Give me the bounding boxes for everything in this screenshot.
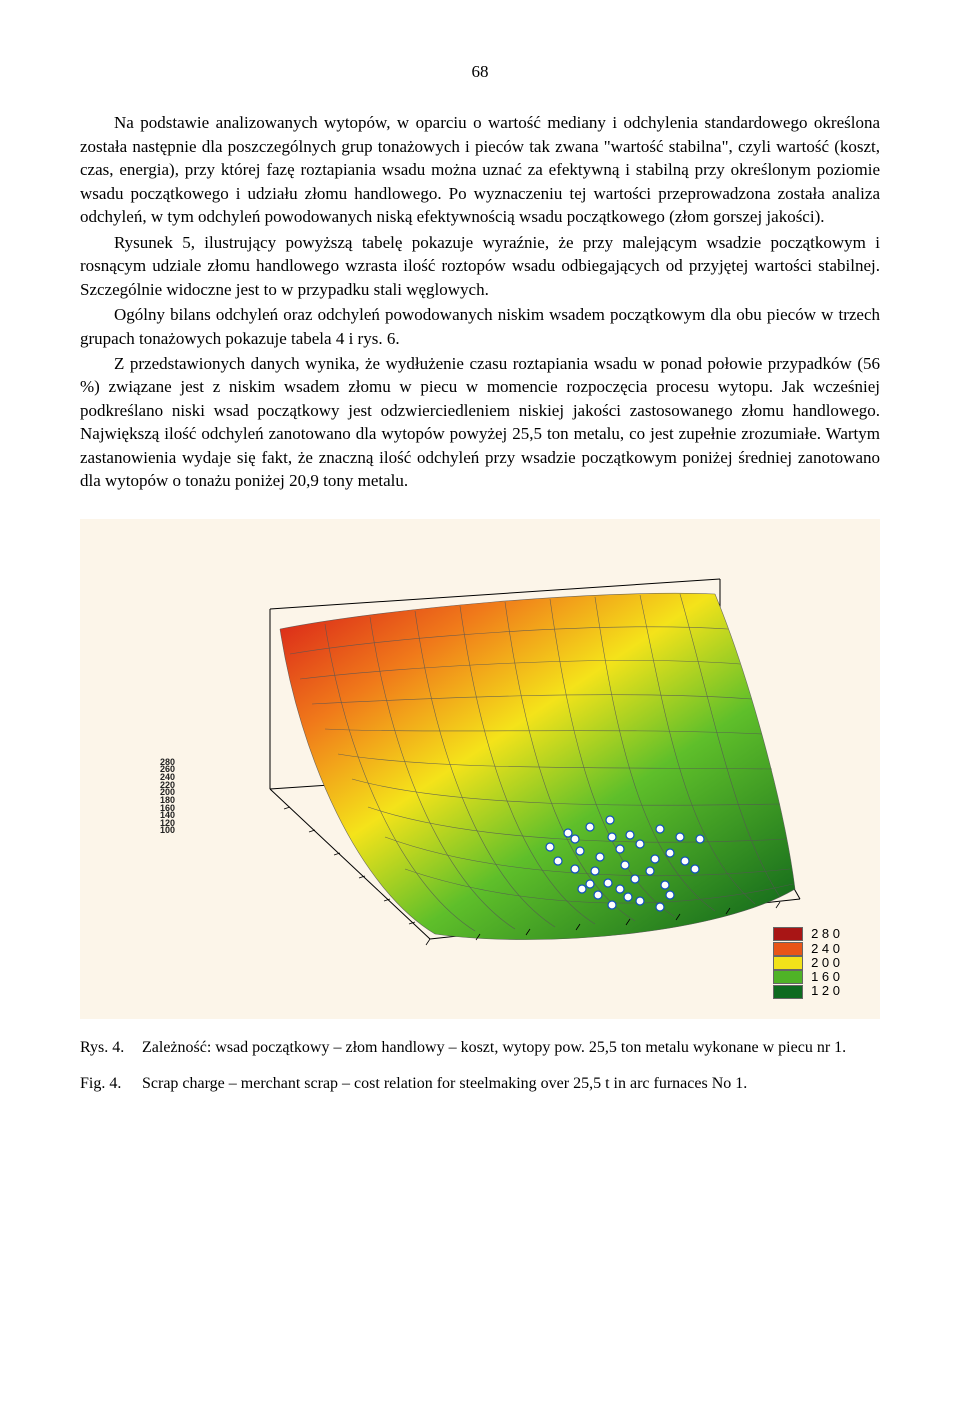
legend-item: 2 0 0 — [773, 956, 840, 970]
page-number: 68 — [80, 60, 880, 83]
caption-label: Rys. 4. — [80, 1037, 138, 1059]
z-axis-ticks: 280 260 240 220 200 180 160 140 120 100 — [160, 759, 175, 835]
legend-label: 2 4 0 — [811, 942, 840, 956]
paragraph-3: Ogólny bilans odchyleń oraz odchyleń pow… — [80, 303, 880, 350]
legend-swatch — [773, 985, 803, 999]
caption-label: Fig. 4. — [80, 1073, 138, 1095]
legend-swatch — [773, 970, 803, 984]
legend-item: 1 2 0 — [773, 984, 840, 998]
caption-polish: Rys. 4. Zależność: wsad początkowy – zło… — [80, 1037, 880, 1059]
legend-item: 2 4 0 — [773, 942, 840, 956]
legend-swatch — [773, 942, 803, 956]
paragraph-4: Z przedstawionych danych wynika, że wydł… — [80, 352, 880, 493]
paragraph-2: Rysunek 5, ilustrujący powyższą tabelę p… — [80, 231, 880, 301]
legend-label: 2 8 0 — [811, 927, 840, 941]
chart-legend: 2 8 0 2 4 0 2 0 0 1 6 0 1 2 0 — [773, 927, 840, 998]
legend-label: 1 6 0 — [811, 970, 840, 984]
legend-swatch — [773, 956, 803, 970]
caption-text: Scrap charge – merchant scrap – cost rel… — [142, 1073, 880, 1095]
legend-item: 2 8 0 — [773, 927, 840, 941]
legend-item: 1 6 0 — [773, 970, 840, 984]
legend-label: 2 0 0 — [811, 956, 840, 970]
surface-fill — [280, 593, 795, 939]
caption-english: Fig. 4. Scrap charge – merchant scrap – … — [80, 1073, 880, 1095]
paragraph-1: Na podstawie analizowanych wytopów, w op… — [80, 111, 880, 228]
surface-plot — [120, 539, 840, 979]
caption-text: Zależność: wsad początkowy – złom handlo… — [142, 1037, 880, 1059]
figure-4: 280 260 240 220 200 180 160 140 120 100 … — [80, 519, 880, 1019]
legend-swatch — [773, 927, 803, 941]
legend-label: 1 2 0 — [811, 984, 840, 998]
